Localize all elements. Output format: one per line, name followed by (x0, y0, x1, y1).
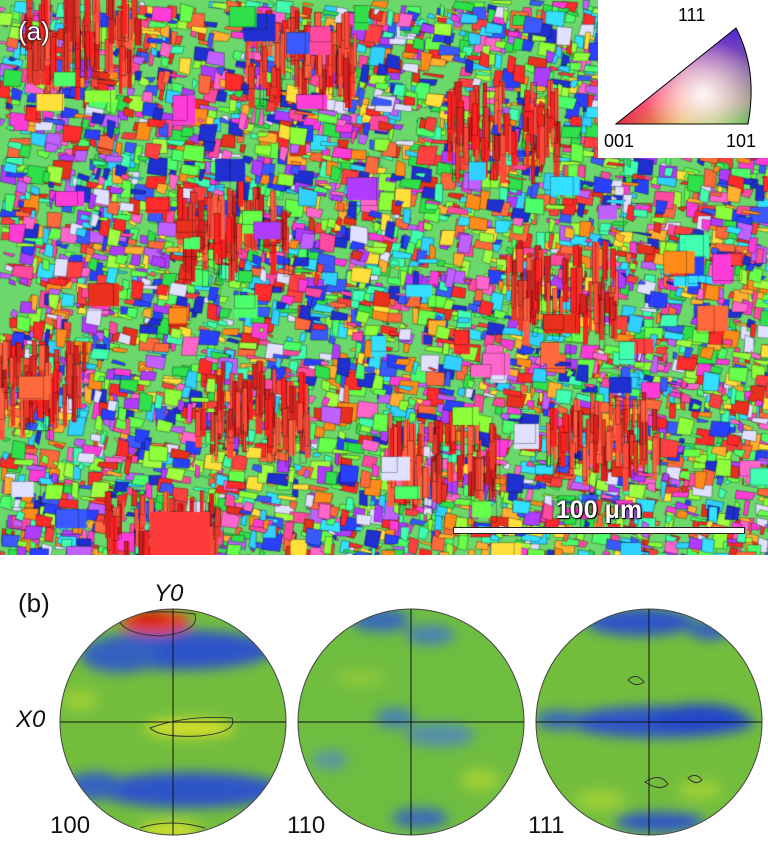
ipf-label-001: 001 (604, 131, 635, 151)
scale-bar-line (454, 528, 744, 533)
ipf-triangle (614, 27, 752, 125)
pole-figure-110 (297, 608, 525, 836)
pole-figure-111 (535, 608, 763, 836)
panel-label-a: (a) (18, 16, 50, 46)
ipf-label-111: 111 (678, 5, 706, 25)
pole-figure-label-110: 110 (287, 812, 326, 839)
scale-bar-label: 100 μm (555, 496, 643, 524)
ipf-label-101: 101 (726, 131, 757, 151)
pole-figure-label-100: 100 (50, 812, 91, 839)
ipf-color-key: 111 001 101 (598, 0, 768, 158)
axis-label-y0: Y0 (154, 580, 184, 607)
pole-figures: Y0 X0 100 110 111 (0, 560, 768, 848)
axis-label-x0: X0 (16, 706, 46, 733)
scale-bar: 100 μm (452, 496, 746, 540)
pole-figure-label-111: 111 (528, 812, 565, 839)
pole-figure-100 (59, 608, 287, 836)
pole-figures-svg (59, 608, 763, 836)
panel-label-b: (b) (18, 588, 50, 618)
